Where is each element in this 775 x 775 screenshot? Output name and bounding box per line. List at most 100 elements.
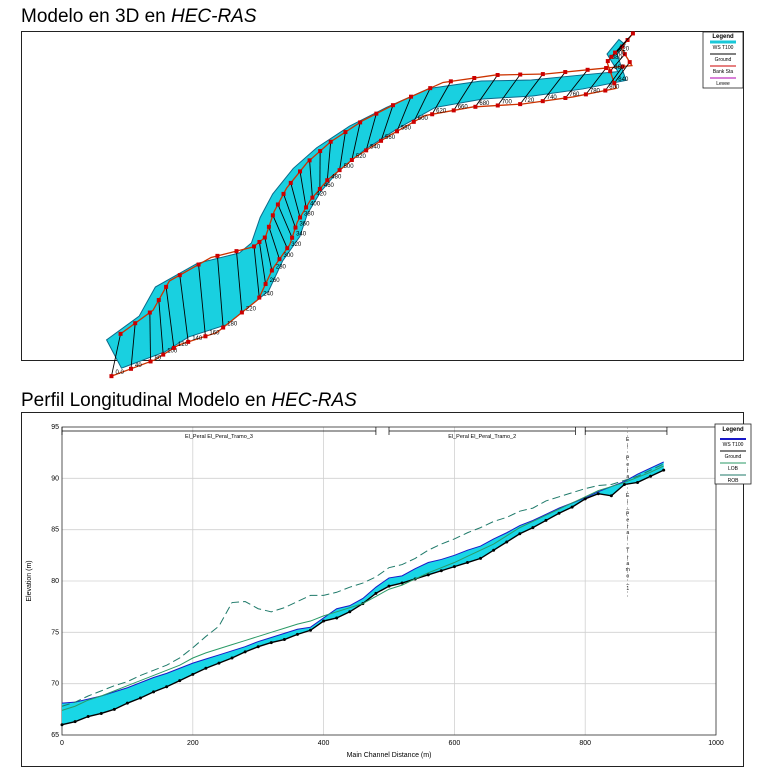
bank-station-marker: [585, 67, 590, 72]
bank-station-marker: [239, 310, 244, 315]
reach3-vertical-char: r: [627, 555, 629, 561]
bank-station-marker: [358, 120, 363, 125]
bank-station-marker: [390, 103, 395, 108]
y-tick-label: 85: [51, 527, 59, 534]
y-tick-label: 95: [51, 424, 59, 431]
ground-point: [662, 468, 666, 472]
cross-section-line: [236, 251, 243, 313]
bank-station-marker: [563, 70, 568, 75]
x-tick-label: 1000: [708, 740, 724, 747]
plan3d-legend-label: Ground: [715, 57, 732, 63]
ground-point: [256, 645, 260, 649]
station-label: 380: [304, 211, 315, 217]
station-label: 600: [418, 116, 429, 122]
bank-station-marker: [148, 359, 153, 364]
reach3-vertical-char: r: [627, 524, 629, 530]
ground-point: [60, 723, 64, 727]
ground-point: [622, 482, 626, 486]
bank-station-marker: [495, 72, 500, 77]
ground-point: [112, 707, 116, 711]
bank-station-marker: [364, 148, 369, 153]
bank-station-marker: [269, 268, 274, 273]
station-label: 420: [316, 192, 327, 198]
station-label: 360: [299, 222, 310, 228]
ground-point: [583, 497, 587, 501]
ground-point: [230, 656, 234, 660]
bank-station-marker: [118, 331, 123, 336]
cross-section-line: [165, 286, 175, 348]
bank-station-marker: [270, 213, 275, 218]
bank-station-marker: [164, 284, 169, 289]
station-label: 340: [296, 232, 307, 238]
ground-point: [649, 474, 653, 478]
cross-section-line: [258, 241, 267, 285]
cross-section-line: [542, 71, 566, 102]
ground-point: [348, 610, 352, 614]
cross-section-line: [604, 66, 624, 91]
bank-station-marker: [288, 180, 293, 185]
bank-station-marker: [379, 138, 384, 143]
bank-station-marker: [472, 76, 477, 81]
station-label: 300: [283, 253, 294, 259]
x-tick-label: 800: [579, 740, 591, 747]
ground-point: [452, 565, 456, 569]
profile-legend-label: WS T100: [723, 442, 744, 448]
bank-station-marker: [473, 104, 478, 109]
bank-station-marker: [374, 111, 379, 116]
reach3-vertical-char: _: [625, 505, 629, 511]
bank-station-marker: [620, 64, 625, 69]
reach-label: El_Peral El_Peral_Tramo_3: [185, 434, 253, 440]
ground-point: [322, 619, 326, 623]
bank-station-marker: [518, 102, 523, 107]
bank-station-marker: [325, 178, 330, 183]
station-label: 760: [569, 92, 580, 98]
ground-point: [178, 679, 182, 683]
bank-station-marker: [630, 31, 635, 36]
bank-station-marker: [293, 225, 298, 230]
cross-section-line: [111, 333, 121, 377]
bank-station-marker: [171, 345, 176, 350]
station-label: 240: [263, 292, 274, 298]
station-label: 700: [502, 99, 513, 105]
station-label: 140: [192, 336, 203, 342]
bank-station-marker: [161, 352, 166, 357]
station-label: 120: [178, 342, 189, 348]
bank-station-marker: [234, 249, 239, 254]
cross-section-line: [453, 77, 475, 111]
ground-point: [544, 518, 548, 522]
bank-station-marker: [257, 239, 262, 244]
cross-section-line: [475, 74, 498, 108]
y-axis-label: Elevation (m): [26, 560, 33, 601]
series-line-ws-t100: [61, 461, 664, 704]
cross-section-line: [519, 73, 544, 105]
reach-label: El_Peral El_Peral_Tramo_2: [448, 434, 516, 440]
bank-station-marker: [411, 119, 416, 124]
bank-station-marker: [304, 205, 309, 210]
bank-station-marker: [604, 66, 609, 71]
bank-station-marker: [156, 297, 161, 302]
cross-section-line: [565, 69, 588, 99]
bank-station-marker: [263, 282, 268, 287]
bank-station-marker: [307, 158, 312, 163]
plan3d-title: Modelo en 3D en HEC-RAS: [21, 6, 257, 27]
bank-station-marker: [451, 108, 456, 113]
bank-station-marker: [290, 235, 295, 240]
bank-station-marker: [328, 139, 333, 144]
ground-point: [400, 581, 404, 585]
ground-point: [465, 561, 469, 565]
cross-section-line: [283, 193, 296, 228]
ground-point: [217, 661, 221, 665]
cross-section-line: [179, 275, 189, 342]
ground-point: [73, 720, 77, 724]
ground-point: [125, 701, 129, 705]
reach3-vertical-char: _: [625, 542, 629, 548]
bank-station-marker: [221, 325, 226, 330]
station-label: 720: [524, 98, 535, 104]
bank-station-marker: [285, 246, 290, 251]
cross-section-line: [290, 182, 301, 218]
bank-station-marker: [495, 103, 500, 108]
plan3d-legend-label: Levee: [716, 81, 730, 87]
station-label: 220: [246, 306, 257, 312]
plan3d-legend-title: Legend: [712, 34, 734, 40]
